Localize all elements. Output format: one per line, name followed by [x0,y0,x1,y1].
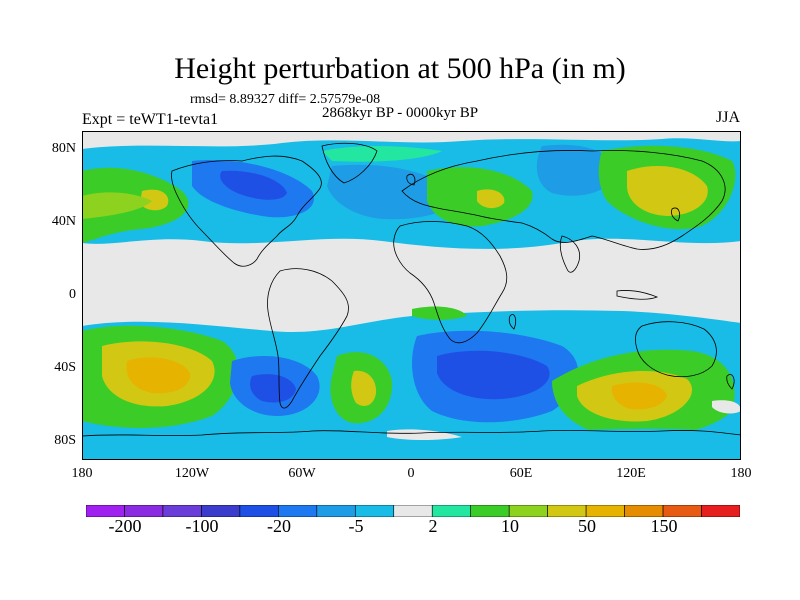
north-blue-siberia [536,144,617,196]
colorbar-label: 50 [578,516,596,536]
colorbar-swatch [701,505,740,517]
north-yellow-asia [627,166,708,216]
south-dark-indian [437,350,550,400]
lon-label-60e: 60E [509,466,533,481]
lon-label-180-west: 180 [71,466,93,481]
africa-coast [393,221,508,344]
colorbar-label: 2 [428,516,438,536]
south-america-coast [267,268,349,409]
south-yellow-atlantic [351,370,377,406]
map-frame [82,131,741,460]
madagascar-coast [508,314,517,330]
lon-label-60w: 60W [288,466,316,481]
season-label: JJA [716,109,741,126]
coastlines [82,142,741,437]
north-green-pacific [82,192,152,219]
antarctica-coast [82,430,741,437]
north-america-coast [171,155,322,267]
colorbar-label: -100 [185,516,219,536]
eurasia-coast [401,150,726,250]
antarctic-blue [82,428,741,460]
contour-field [82,131,741,460]
australia-coast [635,321,717,378]
colorbar-label: -20 [267,516,291,536]
newzealand-coast [726,374,735,390]
lon-label-0: 0 [407,466,415,481]
lon-label-120w: 120W [174,466,210,481]
north-dark-canada [220,170,287,200]
greenland-coast [321,142,378,184]
indonesia-coast [616,290,659,300]
lat-label-40s: 40S [54,360,76,375]
north-green-greenland [322,146,442,162]
lat-label-80n: 80N [51,141,76,156]
colorbar-label: 150 [650,516,678,536]
north-yellow-west [140,189,169,211]
map-title: Height perturbation at 500 hPa (in m) [174,52,626,85]
colorbar-label: 10 [501,516,519,536]
colorbar-label: -5 [348,516,364,536]
experiment-label: Expt = teWT1-tevta1 [82,111,219,128]
period-text: 2868kyr BP - 0000kyr BP [322,105,479,121]
height-perturbation-map [82,131,741,460]
gray-gap-southeast [712,400,741,414]
colorbar-label: -200 [108,516,142,536]
statistics-text: rmsd= 8.89327 diff= 2.57579e-08 [190,92,381,107]
uk-coast [406,173,416,186]
south-orange-australia [611,382,667,410]
india-coast [559,235,581,273]
lon-label-120e: 120E [616,466,646,481]
lat-label-0: 0 [69,287,76,302]
lat-label-40n: 40N [51,214,76,229]
gray-gap-south [387,429,462,440]
lat-label-80s: 80S [54,433,76,448]
japan-coast [671,207,680,222]
lon-label-180-east: 180 [730,466,752,481]
equator-green-africa [412,306,467,320]
north-yellow-europe [477,189,505,209]
colorbar [86,505,740,517]
south-dark-samerica [250,374,296,403]
south-orange-pacific [126,357,191,394]
